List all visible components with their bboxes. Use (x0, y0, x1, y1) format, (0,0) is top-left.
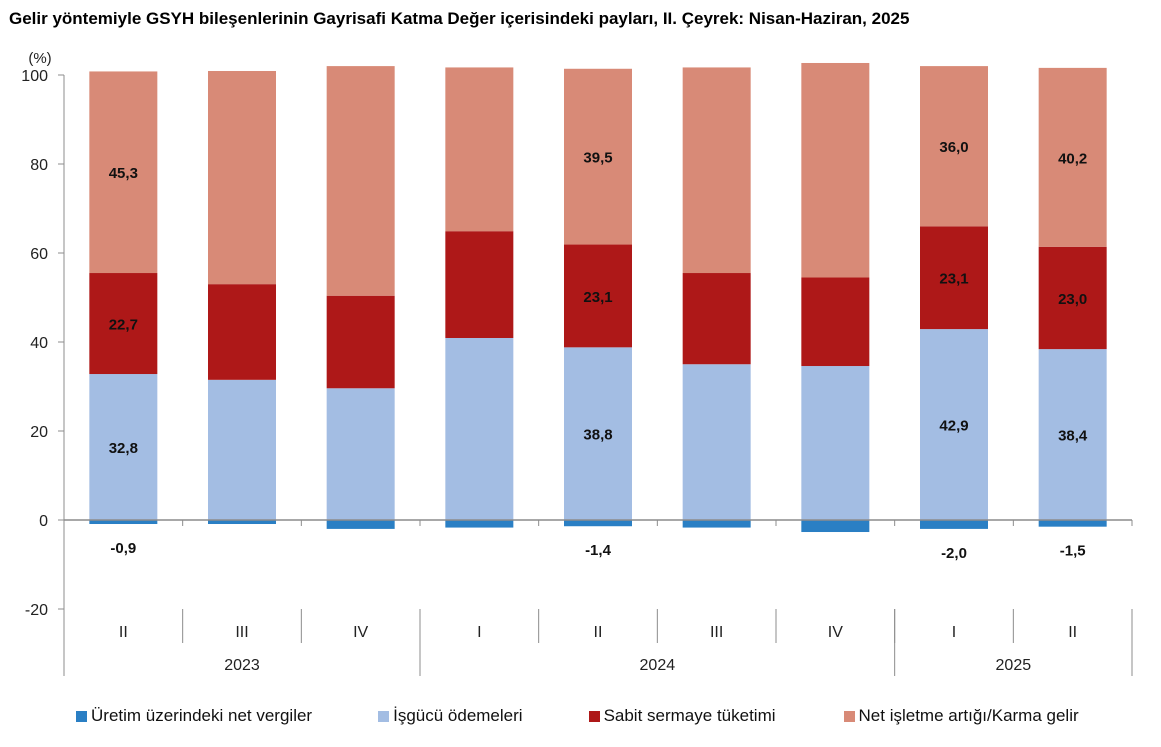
bar-segment-3 (920, 66, 988, 227)
legend-label: İşgücü ödemeleri (393, 706, 523, 725)
year-group-label: 2025 (996, 657, 1032, 674)
bar-segment-2 (564, 244, 632, 348)
legend-swatch-icon (378, 710, 390, 722)
data-label: -2,0 (941, 545, 967, 562)
chart-title: Gelir yöntemiyle GSYH bileşenlerinin Gay… (9, 9, 910, 28)
legend-item: Sabit sermaye tüketimi (588, 706, 776, 726)
bar-segment-2 (1038, 246, 1107, 350)
bar-segment-0 (445, 520, 514, 528)
bar-segment-1 (682, 364, 751, 520)
y-tick-label: 40 (30, 335, 48, 352)
data-label: -1,5 (1060, 543, 1086, 560)
legend-item: İşgücü ödemeleri (378, 706, 523, 726)
bar-segment-1 (326, 388, 395, 520)
bar-segment-1 (208, 379, 276, 520)
bar-segment-2 (208, 284, 276, 380)
bar-segment-2 (801, 277, 870, 367)
legend-item: Üretim üzerindeki net vergiler (76, 706, 312, 726)
bar-segment-1 (801, 366, 870, 520)
year-group-label: 2024 (640, 657, 676, 674)
legend-label: Net işletme artığı/Karma gelir (858, 706, 1079, 725)
x-tick-label: II (594, 624, 603, 641)
bar-segment-1 (1038, 349, 1107, 520)
bar-segment-3 (326, 66, 395, 296)
x-tick-label: IV (828, 624, 843, 641)
data-label: 40,2 (1058, 150, 1087, 167)
bar-segment-3 (445, 67, 514, 232)
bar-segment-0 (1038, 520, 1107, 527)
legend-swatch-icon (76, 710, 87, 722)
bar-segment-0 (208, 520, 276, 525)
x-tick-label: III (235, 624, 248, 641)
chart-legend: Üretim üzerindeki net vergiler İşgücü öde… (76, 706, 1079, 726)
bar-segment-0 (801, 520, 870, 533)
legend-item: Net işletme artığı/Karma gelir (843, 706, 1079, 726)
data-label: 45,3 (109, 165, 138, 182)
bar-segment-3 (682, 67, 751, 274)
y-tick-label: 60 (30, 246, 48, 263)
bar-segment-0 (89, 520, 158, 525)
data-label: 36,0 (939, 139, 968, 156)
stacked-bar-chart: (%)100 80 60 40 20 0 -20 -0,9 32,8 22,7 45,3 -1,4 38… (21, 50, 1133, 676)
bar-segment-0 (564, 520, 632, 527)
data-label: 23,1 (939, 271, 968, 288)
data-label: 32,8 (109, 440, 138, 457)
bar-segment-2 (682, 273, 751, 365)
bar-segment-1 (89, 374, 158, 520)
x-tick-label: I (477, 624, 481, 641)
y-tick-label: 100 (21, 68, 48, 85)
bar-segment-2 (89, 273, 158, 375)
bar-segment-1 (920, 329, 988, 520)
bar-segment-1 (564, 347, 632, 520)
legend-label: Üretim üzerindeki net vergiler (91, 706, 313, 725)
bar-segment-0 (920, 520, 988, 529)
bar-segment-3 (1038, 67, 1107, 247)
x-tick-label: III (710, 624, 723, 641)
data-label: 23,0 (1058, 291, 1087, 308)
x-tick-label: I (952, 624, 956, 641)
legend-label: Sabit sermaye tüketimi (603, 706, 776, 725)
bar-segment-2 (445, 231, 514, 338)
x-tick-label: II (1068, 624, 1077, 641)
bar-segment-0 (682, 520, 751, 528)
bar-segment-3 (801, 62, 870, 278)
bar-segment-2 (920, 226, 988, 330)
y-tick-label: -20 (25, 602, 48, 619)
data-label: 42,9 (939, 418, 968, 435)
data-label: 23,1 (583, 289, 612, 306)
legend-swatch-icon (588, 710, 600, 722)
bar-segment-3 (89, 71, 158, 274)
data-label: -1,4 (585, 542, 612, 559)
data-label: 38,4 (1058, 428, 1088, 445)
data-label: 38,8 (583, 427, 612, 444)
legend-swatch-icon (843, 710, 855, 722)
bar-segment-2 (326, 295, 395, 389)
x-tick-label: II (119, 624, 128, 641)
data-label: 39,5 (583, 150, 612, 167)
y-axis-label: (%) (28, 50, 51, 67)
bar-segment-3 (564, 68, 632, 245)
data-label: 22,7 (109, 317, 138, 334)
x-tick-label: IV (353, 624, 368, 641)
y-tick-label: 80 (30, 157, 48, 174)
year-group-label: 2023 (224, 657, 260, 674)
data-label: -0,9 (110, 540, 136, 557)
bar-segment-0 (326, 520, 395, 529)
bar-segment-3 (208, 70, 276, 285)
y-tick-label: 20 (30, 424, 48, 441)
bar-segment-1 (445, 337, 514, 520)
y-tick-label: 0 (39, 513, 48, 530)
